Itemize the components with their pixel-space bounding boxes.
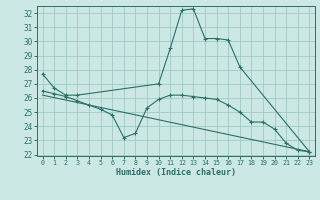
- X-axis label: Humidex (Indice chaleur): Humidex (Indice chaleur): [116, 168, 236, 177]
